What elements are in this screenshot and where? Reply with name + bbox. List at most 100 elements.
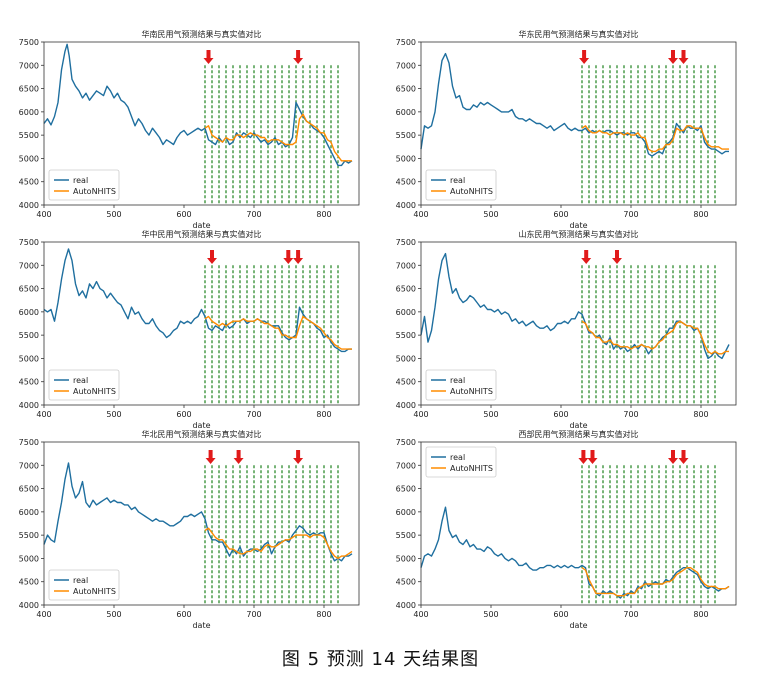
legend-box xyxy=(425,369,497,401)
y-tick-label: 6000 xyxy=(396,508,416,517)
arrow-marker-icon xyxy=(293,50,304,64)
y-tick-label: 6500 xyxy=(396,85,416,94)
y-tick-label: 7000 xyxy=(19,61,39,70)
y-tick-label: 4000 xyxy=(396,201,416,210)
y-tick-label: 7000 xyxy=(19,261,39,270)
series-line-autonhits xyxy=(204,527,353,560)
series-line-real xyxy=(420,52,729,157)
legend-box xyxy=(425,446,497,478)
y-tick-label: 4500 xyxy=(19,378,39,387)
y-tick-label: 6000 xyxy=(19,308,39,317)
x-tick-label: 500 xyxy=(483,610,498,619)
legend-label: real xyxy=(73,376,88,385)
series-line-autonhits xyxy=(581,567,730,597)
y-tick-label: 7500 xyxy=(396,38,416,47)
y-tick-label: 7500 xyxy=(396,438,416,447)
arrow-marker-icon xyxy=(205,450,216,464)
plot-frame xyxy=(420,41,737,206)
y-tick-label: 5000 xyxy=(19,154,39,163)
legend: real AutoNHITS xyxy=(48,169,120,201)
x-tick-label: 400 xyxy=(36,210,51,219)
plot-frame xyxy=(43,441,360,606)
legend-label: AutoNHITS xyxy=(73,187,116,196)
y-tick-label: 6500 xyxy=(19,285,39,294)
plot-frame xyxy=(420,241,737,406)
legend-box xyxy=(48,569,120,601)
legend-label: real xyxy=(450,376,465,385)
chart-panel-3: 华中民用气预测结果与真实值对比 4000 4500 5000 5500 6000 6500 7… xyxy=(19,229,360,430)
y-tick-label: 6500 xyxy=(396,485,416,494)
plot-frame xyxy=(43,41,360,206)
y-tick-label: 7500 xyxy=(19,438,39,447)
x-axis-label: date xyxy=(192,221,210,230)
x-tick-label: 400 xyxy=(413,410,428,419)
y-tick-label: 4000 xyxy=(19,401,39,410)
y-tick-label: 5500 xyxy=(19,131,39,140)
legend-label: AutoNHITS xyxy=(450,187,493,196)
plot-frame xyxy=(43,241,360,406)
y-tick-label: 4500 xyxy=(396,178,416,187)
legend-label: real xyxy=(73,576,88,585)
arrow-marker-icon xyxy=(233,450,244,464)
legend-label: real xyxy=(450,176,465,185)
x-tick-label: 600 xyxy=(176,210,191,219)
y-tick-label: 5000 xyxy=(19,354,39,363)
y-tick-label: 7500 xyxy=(19,238,39,247)
legend-box xyxy=(48,369,120,401)
y-tick-label: 4000 xyxy=(19,601,39,610)
arrow-marker-icon xyxy=(587,450,598,464)
arrow-marker-icon xyxy=(612,250,622,264)
series-line-real xyxy=(43,43,353,167)
legend: real AutoNHITS xyxy=(425,446,497,478)
chart-panel-2: 华东民用气预测结果与真实值对比 4000 4500 5000 5500 6000 6500 7… xyxy=(396,29,737,230)
legend-box xyxy=(48,169,120,201)
chart-panel-1: 华南民用气预测结果与真实值对比 4000 4500 5000 5500 6000 6500 7… xyxy=(19,29,360,230)
x-tick-label: 400 xyxy=(413,610,428,619)
series-line-real xyxy=(43,248,352,353)
x-axis-label: date xyxy=(569,221,587,230)
x-tick-label: 500 xyxy=(106,610,121,619)
series-line-real xyxy=(43,462,353,562)
arrow-marker-icon xyxy=(678,50,689,64)
x-tick-label: 600 xyxy=(176,410,191,419)
arrow-marker-icon xyxy=(283,250,294,264)
y-tick-label: 4000 xyxy=(19,201,39,210)
y-tick-label: 5500 xyxy=(19,531,39,540)
x-axis-label: date xyxy=(192,421,210,430)
y-tick-label: 5000 xyxy=(396,154,416,163)
y-tick-label: 5000 xyxy=(19,554,39,563)
x-tick-label: 700 xyxy=(623,410,638,419)
y-tick-label: 6000 xyxy=(19,108,39,117)
x-axis-label: date xyxy=(192,621,210,630)
arrow-marker-icon xyxy=(668,50,678,64)
y-tick-label: 4500 xyxy=(396,378,416,387)
arrow-marker-icon xyxy=(678,450,689,464)
y-tick-label: 4500 xyxy=(396,578,416,587)
series-line-real xyxy=(420,506,730,599)
legend: real AutoNHITS xyxy=(48,369,120,401)
y-tick-label: 6500 xyxy=(396,285,416,294)
chart-title: 华南民用气预测结果与真实值对比 xyxy=(142,29,262,39)
chart-title: 华北民用气预测结果与真实值对比 xyxy=(142,429,262,439)
x-tick-label: 800 xyxy=(316,610,331,619)
y-tick-label: 5000 xyxy=(396,354,416,363)
y-tick-label: 5500 xyxy=(396,131,416,140)
y-tick-label: 4500 xyxy=(19,578,39,587)
legend-label: AutoNHITS xyxy=(450,387,493,396)
chart-title: 山东民用气预测结果与真实值对比 xyxy=(519,229,639,239)
series-line-autonhits xyxy=(204,113,352,162)
x-tick-label: 800 xyxy=(316,210,331,219)
y-tick-label: 7000 xyxy=(396,461,416,470)
x-tick-label: 600 xyxy=(553,610,568,619)
x-tick-label: 600 xyxy=(553,210,568,219)
arrow-marker-icon xyxy=(293,250,304,264)
x-tick-label: 700 xyxy=(246,410,261,419)
x-tick-label: 700 xyxy=(246,210,261,219)
x-tick-label: 700 xyxy=(623,610,638,619)
series-line-autonhits xyxy=(581,320,729,355)
arrow-marker-icon xyxy=(293,450,304,464)
y-tick-label: 5500 xyxy=(396,331,416,340)
legend-label: AutoNHITS xyxy=(450,464,493,473)
x-tick-label: 400 xyxy=(36,410,51,419)
x-tick-label: 800 xyxy=(693,210,708,219)
